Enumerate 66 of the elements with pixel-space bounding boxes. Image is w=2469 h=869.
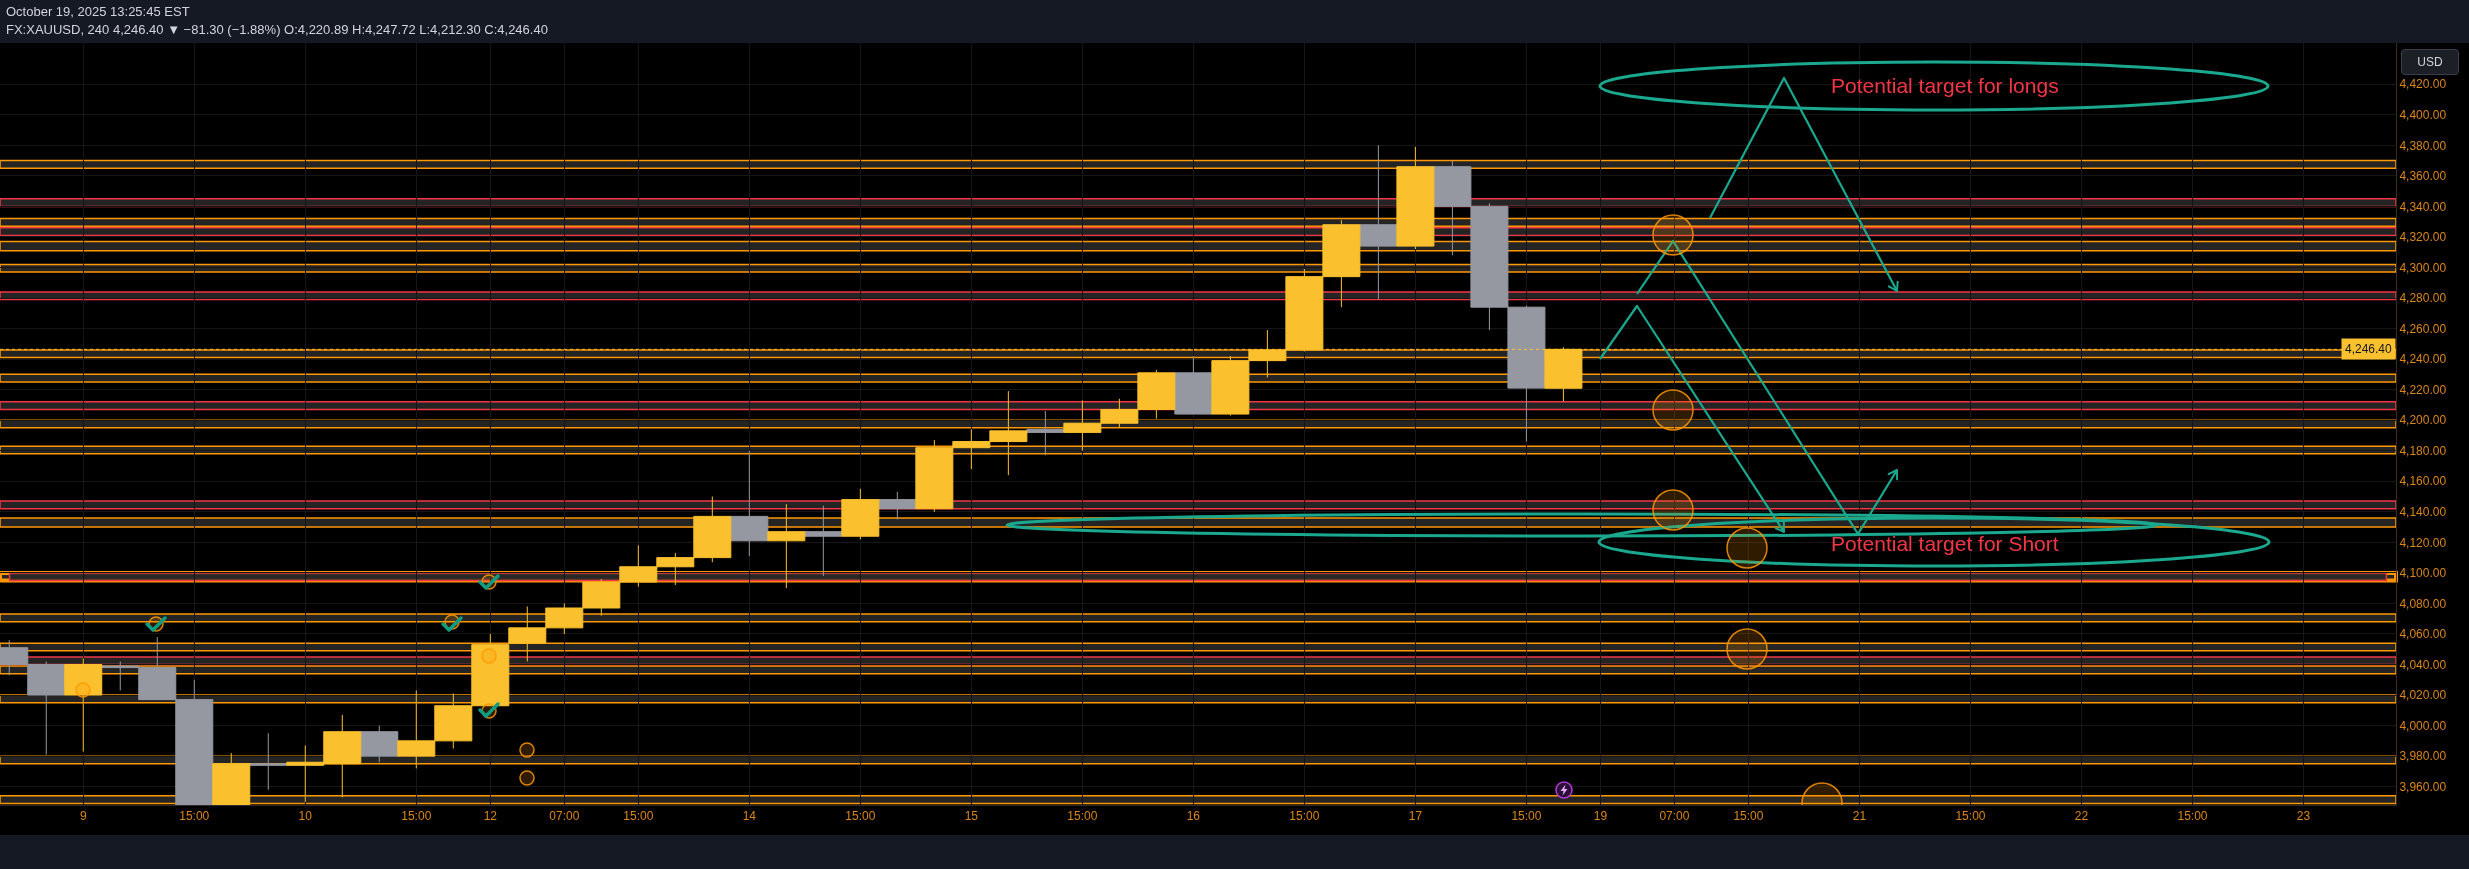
chart-title: FX:XAUUSD, 240 4,246.40 ▼ −81.30 (−1.88%) O:4,220.89 H:4,247.72 L:4,212.30 C:4,246.40 <box>6 22 548 37</box>
y-tick-label: 4,260.00 <box>2399 321 2447 336</box>
y-tick-label: 4,080.00 <box>2399 596 2447 611</box>
y-tick-label: 4,040.00 <box>2399 657 2447 672</box>
x-tick-label: 15:00 <box>845 809 876 824</box>
candlestick <box>730 450 769 557</box>
y-tick-label: 4,240.00 <box>2399 352 2447 367</box>
candlestick <box>249 732 288 791</box>
x-tick-label: 19 <box>1593 809 1608 824</box>
x-tick-label: 15:00 <box>401 809 432 824</box>
y-tick-label: 4,100.00 <box>2399 566 2447 581</box>
y-axis-title: USD <box>2401 49 2459 75</box>
y-tick-label: 4,020.00 <box>2399 688 2447 703</box>
x-tick-label: 15:00 <box>623 809 654 824</box>
x-tick-label: 15:00 <box>1067 809 1098 824</box>
chart-subtitle: October 19, 2025 13:25:45 EST <box>6 4 190 19</box>
candlestick <box>767 503 806 589</box>
x-tick-label: 15:00 <box>1511 809 1542 824</box>
y-tick-label: 3,960.00 <box>2399 779 2447 794</box>
y-tick-label: 4,060.00 <box>2399 627 2447 642</box>
y-tick-label: 4,000.00 <box>2399 718 2447 733</box>
candlestick <box>360 725 399 763</box>
candlestick <box>841 488 880 540</box>
x-tick-label: 10 <box>298 809 313 824</box>
y-tick-label: 4,420.00 <box>2399 77 2447 92</box>
y-tick-label: 4,300.00 <box>2399 260 2447 275</box>
x-tick-label: 15:00 <box>1733 809 1764 824</box>
y-tick-label: 4,340.00 <box>2399 199 2447 214</box>
y-tick-label: 4,400.00 <box>2399 107 2447 122</box>
x-tick-label: 16 <box>1186 809 1201 824</box>
x-tick-label: 12 <box>483 809 498 824</box>
y-tick-label: 4,120.00 <box>2399 535 2447 550</box>
x-tick-label: 07:00 <box>549 809 580 824</box>
y-tick-label: 4,140.00 <box>2399 505 2447 520</box>
x-tick-label: 15:00 <box>2177 809 2208 824</box>
candlestick <box>1359 144 1398 301</box>
y-tick-label: 3,980.00 <box>2399 749 2447 764</box>
x-tick-label: 17 <box>1408 809 1423 824</box>
candlestick <box>804 505 843 577</box>
candlestick <box>878 491 917 520</box>
candlestick <box>1174 355 1213 415</box>
y-tick-label: 4,160.00 <box>2399 474 2447 489</box>
candlestick <box>212 752 251 805</box>
x-tick-label: 9 <box>79 809 87 824</box>
x-tick-label: 23 <box>2296 809 2311 824</box>
y-tick-label: 4,220.00 <box>2399 382 2447 397</box>
ref-line-label: 4,246.40 <box>2345 342 2393 356</box>
x-tick-label: 07:00 <box>1659 809 1690 824</box>
x-tick-label: 15:00 <box>1955 809 1986 824</box>
y-tick-label: 4,200.00 <box>2399 413 2447 428</box>
x-tick-label: 15:00 <box>1289 809 1320 824</box>
x-tick-label: 22 <box>2074 809 2089 824</box>
x-tick-label: 15:00 <box>179 809 210 824</box>
y-tick-label: 4,320.00 <box>2399 230 2447 245</box>
y-tick-label: 4,360.00 <box>2399 169 2447 184</box>
x-tick-label: 15 <box>964 809 979 824</box>
y-tick-label: 4,280.00 <box>2399 291 2447 306</box>
x-tick-label: 21 <box>1852 809 1867 824</box>
annotation: Potential target for longs <box>1831 74 2059 98</box>
candlestick <box>64 657 103 753</box>
y-tick-label: 4,180.00 <box>2399 443 2447 458</box>
candlestick <box>1026 410 1065 456</box>
candlestick <box>1396 146 1435 250</box>
x-tick-label: 14 <box>742 809 757 824</box>
annotation: Potential target for Short <box>1831 532 2059 556</box>
y-tick-label: 4,380.00 <box>2399 138 2447 153</box>
